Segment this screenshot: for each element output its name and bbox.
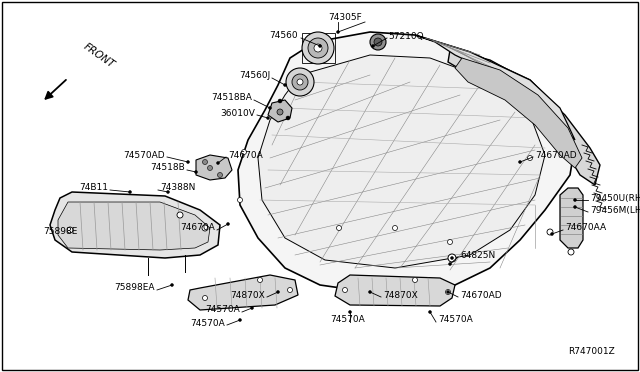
- Circle shape: [314, 44, 322, 52]
- Text: 75898EA: 75898EA: [115, 283, 155, 292]
- Text: 79456M(LH): 79456M(LH): [590, 205, 640, 215]
- Circle shape: [547, 229, 553, 235]
- Circle shape: [241, 150, 246, 154]
- Text: R747001Z: R747001Z: [568, 347, 615, 356]
- Circle shape: [284, 83, 287, 87]
- Text: 74670AD: 74670AD: [535, 151, 577, 160]
- Circle shape: [370, 34, 386, 50]
- Circle shape: [286, 116, 290, 120]
- Polygon shape: [455, 58, 582, 168]
- Circle shape: [374, 38, 382, 46]
- Text: 74670AA: 74670AA: [565, 224, 606, 232]
- Circle shape: [445, 289, 451, 295]
- Text: 74560J: 74560J: [239, 71, 270, 80]
- Polygon shape: [58, 202, 210, 250]
- Circle shape: [186, 160, 189, 164]
- Circle shape: [67, 227, 73, 233]
- Text: 79450U(RH): 79450U(RH): [590, 193, 640, 202]
- Circle shape: [447, 240, 452, 244]
- Text: 36010V: 36010V: [220, 109, 255, 118]
- Circle shape: [349, 311, 351, 314]
- Circle shape: [250, 307, 253, 310]
- Circle shape: [429, 311, 431, 314]
- Polygon shape: [415, 35, 575, 140]
- Text: 74670A: 74670A: [228, 151, 263, 160]
- Text: 74870X: 74870X: [383, 291, 418, 299]
- Circle shape: [166, 190, 170, 193]
- Circle shape: [413, 278, 417, 282]
- Circle shape: [239, 318, 241, 321]
- Circle shape: [308, 38, 328, 58]
- Circle shape: [227, 222, 230, 225]
- Circle shape: [371, 45, 374, 48]
- Circle shape: [269, 106, 271, 109]
- Text: 74305F: 74305F: [328, 13, 362, 22]
- Circle shape: [568, 249, 574, 255]
- Circle shape: [550, 232, 554, 235]
- Text: 74570A: 74570A: [205, 305, 240, 314]
- Polygon shape: [50, 192, 220, 258]
- Text: 74518BA: 74518BA: [211, 93, 252, 103]
- Circle shape: [216, 161, 220, 164]
- Polygon shape: [258, 55, 545, 268]
- Circle shape: [237, 198, 243, 202]
- Circle shape: [218, 173, 223, 177]
- Circle shape: [448, 254, 456, 262]
- Circle shape: [337, 225, 342, 231]
- Text: 74518B: 74518B: [150, 164, 185, 173]
- Circle shape: [337, 31, 339, 33]
- Circle shape: [447, 291, 449, 294]
- Text: 74570A: 74570A: [438, 315, 473, 324]
- Text: 74B11: 74B11: [79, 183, 108, 192]
- Text: 75898E: 75898E: [43, 228, 77, 237]
- Circle shape: [342, 288, 348, 292]
- Circle shape: [527, 155, 532, 160]
- Polygon shape: [560, 188, 583, 248]
- Text: 74870X: 74870X: [230, 291, 265, 299]
- Polygon shape: [238, 32, 575, 295]
- Circle shape: [573, 205, 577, 208]
- Circle shape: [518, 160, 522, 164]
- Circle shape: [276, 291, 280, 294]
- Circle shape: [286, 68, 314, 96]
- Polygon shape: [188, 275, 298, 310]
- Polygon shape: [196, 155, 232, 180]
- Circle shape: [451, 257, 454, 260]
- Circle shape: [292, 74, 308, 90]
- Circle shape: [302, 32, 334, 64]
- Circle shape: [257, 278, 262, 282]
- Circle shape: [195, 170, 198, 173]
- Text: 74570AD: 74570AD: [124, 151, 165, 160]
- Polygon shape: [268, 100, 292, 122]
- Circle shape: [277, 109, 283, 115]
- Circle shape: [129, 190, 131, 193]
- Text: 74570A: 74570A: [190, 318, 225, 327]
- Text: 74570A: 74570A: [331, 315, 365, 324]
- Circle shape: [449, 263, 451, 266]
- Text: 74388N: 74388N: [160, 183, 195, 192]
- Circle shape: [287, 288, 292, 292]
- Circle shape: [177, 212, 183, 218]
- Text: 64825N: 64825N: [460, 250, 495, 260]
- Text: FRONT: FRONT: [82, 41, 117, 70]
- Circle shape: [297, 79, 303, 85]
- Circle shape: [392, 225, 397, 231]
- Circle shape: [319, 45, 321, 48]
- Circle shape: [202, 225, 208, 231]
- Circle shape: [278, 99, 282, 103]
- Circle shape: [266, 116, 269, 119]
- Circle shape: [369, 291, 371, 294]
- Text: 57210Q: 57210Q: [388, 32, 424, 41]
- Text: 74670AD: 74670AD: [460, 291, 502, 299]
- Polygon shape: [448, 50, 600, 185]
- Polygon shape: [335, 275, 455, 306]
- Circle shape: [202, 160, 207, 164]
- Circle shape: [207, 166, 212, 170]
- Text: 74560: 74560: [269, 32, 298, 41]
- Text: 74670A: 74670A: [180, 224, 215, 232]
- Circle shape: [170, 283, 173, 286]
- Circle shape: [202, 295, 207, 301]
- Circle shape: [573, 199, 577, 202]
